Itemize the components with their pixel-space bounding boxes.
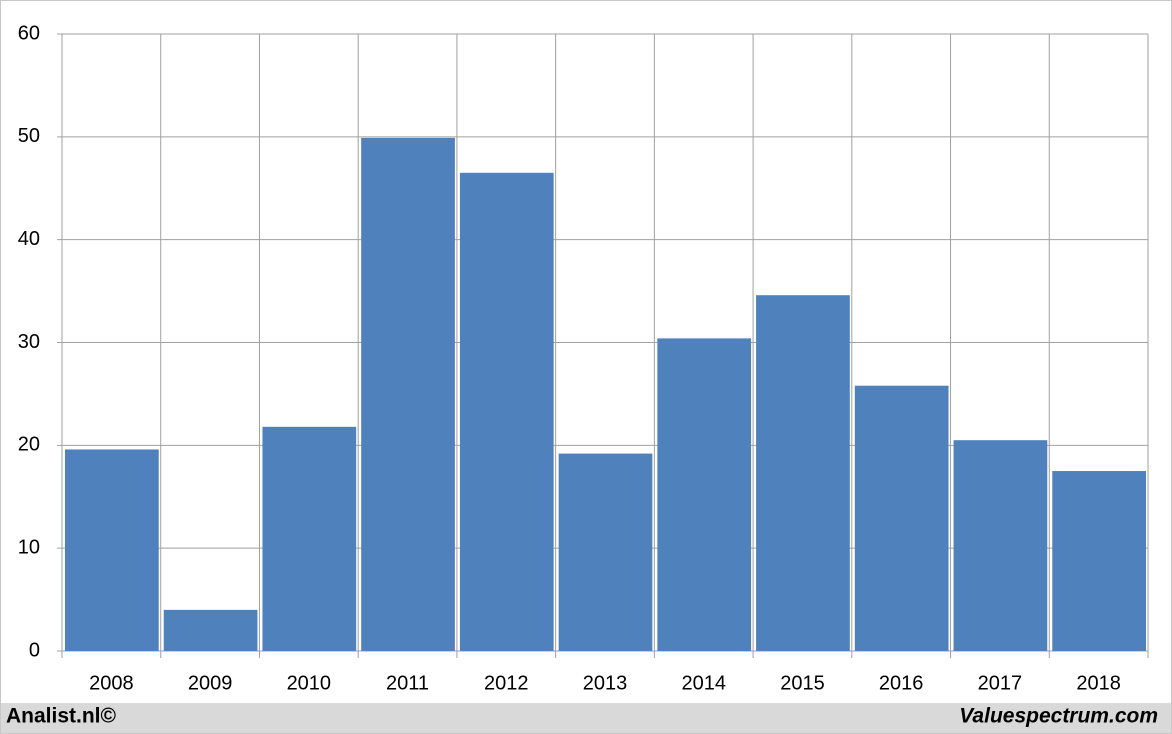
x-tick-label: 2017 — [978, 672, 1023, 694]
bar — [459, 172, 554, 651]
x-tick-label: 2018 — [1076, 672, 1121, 694]
y-tick-label: 50 — [18, 125, 40, 147]
bar — [65, 449, 159, 651]
bar — [361, 137, 455, 651]
y-tick-label: 30 — [18, 331, 40, 353]
x-tick-label: 2014 — [681, 672, 726, 694]
bar — [854, 385, 949, 651]
footer-left: Analist.nl© — [6, 705, 117, 728]
x-tick-label: 2016 — [879, 672, 924, 694]
x-tick-label: 2010 — [287, 672, 332, 694]
bar — [262, 426, 357, 651]
x-tick-label: 2009 — [188, 672, 233, 694]
x-tick-label: 2013 — [583, 672, 628, 694]
y-tick-label: 10 — [18, 536, 40, 558]
x-tick-label: 2008 — [89, 672, 134, 694]
bar — [953, 440, 1048, 651]
footer-band — [1, 703, 1171, 733]
x-tick-label: 2012 — [484, 672, 529, 694]
x-tick-label: 2011 — [386, 672, 429, 694]
y-tick-label: 20 — [18, 434, 40, 456]
bar — [657, 338, 752, 651]
bar — [163, 609, 258, 651]
x-tick-label: 2015 — [780, 672, 825, 694]
footer-right: Valuespectrum.com — [959, 705, 1158, 728]
bar — [558, 453, 653, 651]
y-tick-label: 0 — [29, 639, 40, 661]
y-tick-label: 40 — [18, 228, 40, 250]
bar — [756, 295, 850, 651]
bar — [1052, 471, 1146, 651]
y-tick-label: 60 — [18, 22, 40, 44]
